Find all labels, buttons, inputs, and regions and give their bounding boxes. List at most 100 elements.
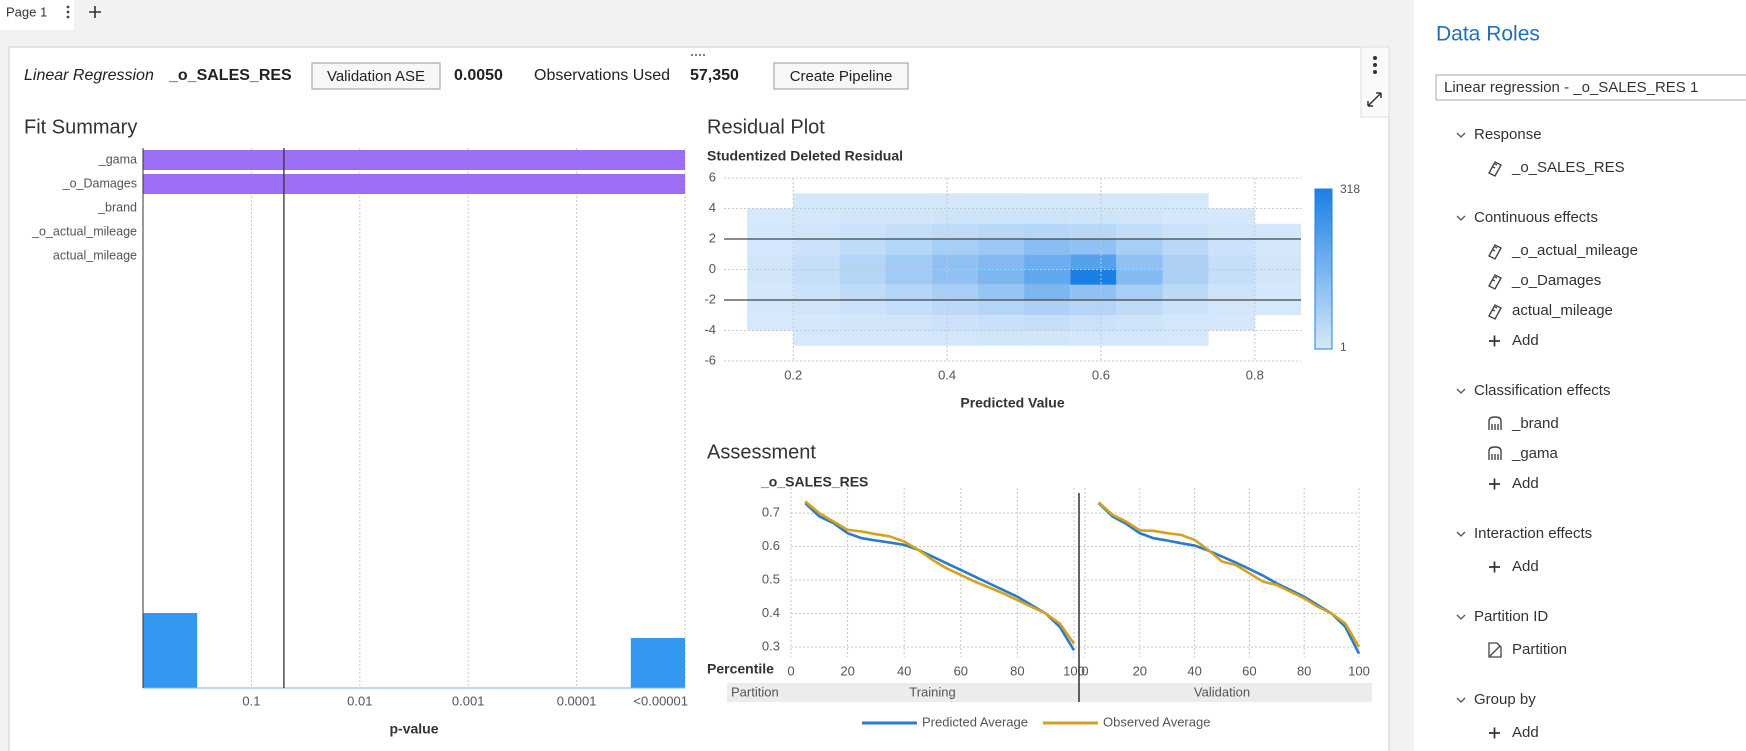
y-tick-label: 0.4 bbox=[762, 605, 780, 620]
heatmap-cell bbox=[931, 208, 978, 224]
y-tick-label: _gama bbox=[98, 152, 137, 166]
response-name: _o_SALES_RES bbox=[168, 67, 292, 84]
heatmap-cell bbox=[747, 300, 794, 316]
heatmap-cell bbox=[1024, 330, 1071, 346]
heatmap-cell bbox=[1116, 315, 1163, 331]
drag-handle[interactable] bbox=[691, 54, 705, 56]
panel-menu-icon[interactable] bbox=[1373, 56, 1377, 74]
role-item[interactable]: _o_Damages bbox=[1511, 272, 1601, 289]
y-tick-label: 6 bbox=[709, 169, 716, 184]
heatmap-cell bbox=[1208, 284, 1255, 300]
heatmap-cell bbox=[839, 315, 886, 331]
heatmap-cell bbox=[1116, 223, 1163, 239]
section-label[interactable]: Continuous effects bbox=[1474, 209, 1598, 226]
section-label[interactable]: Group by bbox=[1474, 691, 1536, 708]
heatmap-cell bbox=[839, 284, 886, 300]
heatmap-cell bbox=[931, 193, 978, 209]
heatmap-cell bbox=[1254, 239, 1301, 255]
heatmap-cell bbox=[1208, 300, 1255, 316]
role-item[interactable]: _o_actual_mileage bbox=[1511, 242, 1638, 259]
model-name: Linear Regression bbox=[24, 67, 154, 84]
x-tick-label: 80 bbox=[1297, 663, 1311, 678]
observations-value: 57,350 bbox=[690, 67, 739, 84]
y-tick-label: 0.7 bbox=[762, 505, 780, 520]
heatmap-cell bbox=[839, 330, 886, 346]
metric-button[interactable] bbox=[311, 62, 441, 90]
section-label[interactable]: Response bbox=[1474, 126, 1542, 143]
role-item[interactable]: actual_mileage bbox=[1512, 302, 1613, 319]
role-item[interactable]: _gama bbox=[1511, 445, 1559, 462]
bar bbox=[143, 174, 685, 194]
role-item[interactable]: _brand bbox=[1511, 415, 1559, 432]
heatmap-cell bbox=[1024, 208, 1071, 224]
heatmap-cell bbox=[1070, 193, 1117, 209]
x-tick-label: 0.0001 bbox=[557, 693, 597, 708]
maximize-icon[interactable] bbox=[1367, 92, 1382, 107]
metric-button-label[interactable]: Validation ASE bbox=[327, 68, 425, 85]
heatmap-cell bbox=[1162, 239, 1209, 255]
x-tick-label: 0 bbox=[1081, 663, 1088, 678]
x-tick-label: 60 bbox=[954, 663, 968, 678]
heatmap-cell bbox=[1254, 300, 1301, 316]
heatmap-cell bbox=[839, 239, 886, 255]
heatmap-cell bbox=[977, 239, 1025, 255]
y-tick-label: 0 bbox=[709, 261, 716, 276]
section-chevron[interactable] bbox=[1456, 531, 1466, 537]
heatmap-cell bbox=[977, 330, 1025, 346]
section-chevron[interactable] bbox=[1456, 215, 1466, 221]
create-pipeline-button[interactable] bbox=[773, 62, 909, 90]
y-tick-label: _o_actual_mileage bbox=[31, 224, 137, 238]
heatmap-cell bbox=[1254, 269, 1301, 285]
heatmap-cell bbox=[885, 284, 932, 300]
heatmap-cell bbox=[839, 300, 886, 316]
add-link[interactable]: Add bbox=[1512, 724, 1539, 741]
x-tick-label: 60 bbox=[1242, 663, 1256, 678]
add-link[interactable]: Add bbox=[1512, 332, 1539, 349]
measure-icon bbox=[1488, 274, 1502, 290]
add-link[interactable]: Add bbox=[1512, 475, 1539, 492]
heatmap-cell bbox=[1024, 223, 1071, 239]
color-bar-min: 1 bbox=[1340, 340, 1347, 354]
tab-menu-icon[interactable] bbox=[66, 5, 70, 19]
category-icon bbox=[1488, 446, 1502, 460]
section-chevron[interactable] bbox=[1456, 697, 1466, 703]
heatmap-cell bbox=[1070, 330, 1117, 346]
heatmap-cell bbox=[1070, 269, 1117, 285]
tab[interactable] bbox=[0, 0, 74, 30]
section-chevron[interactable] bbox=[1456, 388, 1466, 394]
heatmap-cell bbox=[1024, 300, 1071, 316]
add-icon[interactable] bbox=[1489, 561, 1500, 573]
heatmap-cell bbox=[793, 315, 840, 331]
section-label[interactable]: Classification effects bbox=[1474, 382, 1610, 399]
y-tick-label: 2 bbox=[709, 230, 716, 245]
section-label[interactable]: Partition ID bbox=[1474, 608, 1548, 625]
model-select-text[interactable]: Linear regression - _o_SALES_RES 1 bbox=[1444, 79, 1698, 96]
bar bbox=[143, 150, 685, 170]
add-link[interactable]: Add bbox=[1512, 558, 1539, 575]
x-tick-label: 0.6 bbox=[1092, 367, 1110, 382]
add-page-icon[interactable] bbox=[89, 6, 101, 18]
section-chevron[interactable] bbox=[1456, 614, 1466, 620]
heatmap-cell bbox=[839, 269, 886, 285]
y-tick-label: 0.6 bbox=[762, 538, 780, 553]
model-select[interactable] bbox=[1435, 74, 1746, 101]
y-axis-label: Studentized Deleted Residual bbox=[707, 148, 903, 164]
x-tick-label: 20 bbox=[1133, 663, 1147, 678]
metric-value: 0.0050 bbox=[454, 67, 503, 84]
heatmap-cell bbox=[931, 300, 978, 316]
tab-label[interactable]: Page 1 bbox=[6, 4, 47, 19]
x-axis-label: p-value bbox=[389, 721, 438, 737]
heatmap-cell bbox=[931, 239, 978, 255]
measure-icon bbox=[1488, 244, 1502, 260]
add-icon[interactable] bbox=[1489, 335, 1500, 347]
add-icon[interactable] bbox=[1489, 727, 1500, 739]
section-label[interactable]: Interaction effects bbox=[1474, 525, 1592, 542]
heatmap-cell bbox=[977, 208, 1025, 224]
section-chevron[interactable] bbox=[1456, 132, 1466, 138]
role-item[interactable]: Partition bbox=[1512, 641, 1567, 658]
role-item[interactable]: _o_SALES_RES bbox=[1511, 159, 1625, 176]
create-pipeline-label[interactable]: Create Pipeline bbox=[790, 68, 893, 85]
add-icon[interactable] bbox=[1489, 478, 1500, 490]
histogram-bar bbox=[143, 613, 198, 688]
